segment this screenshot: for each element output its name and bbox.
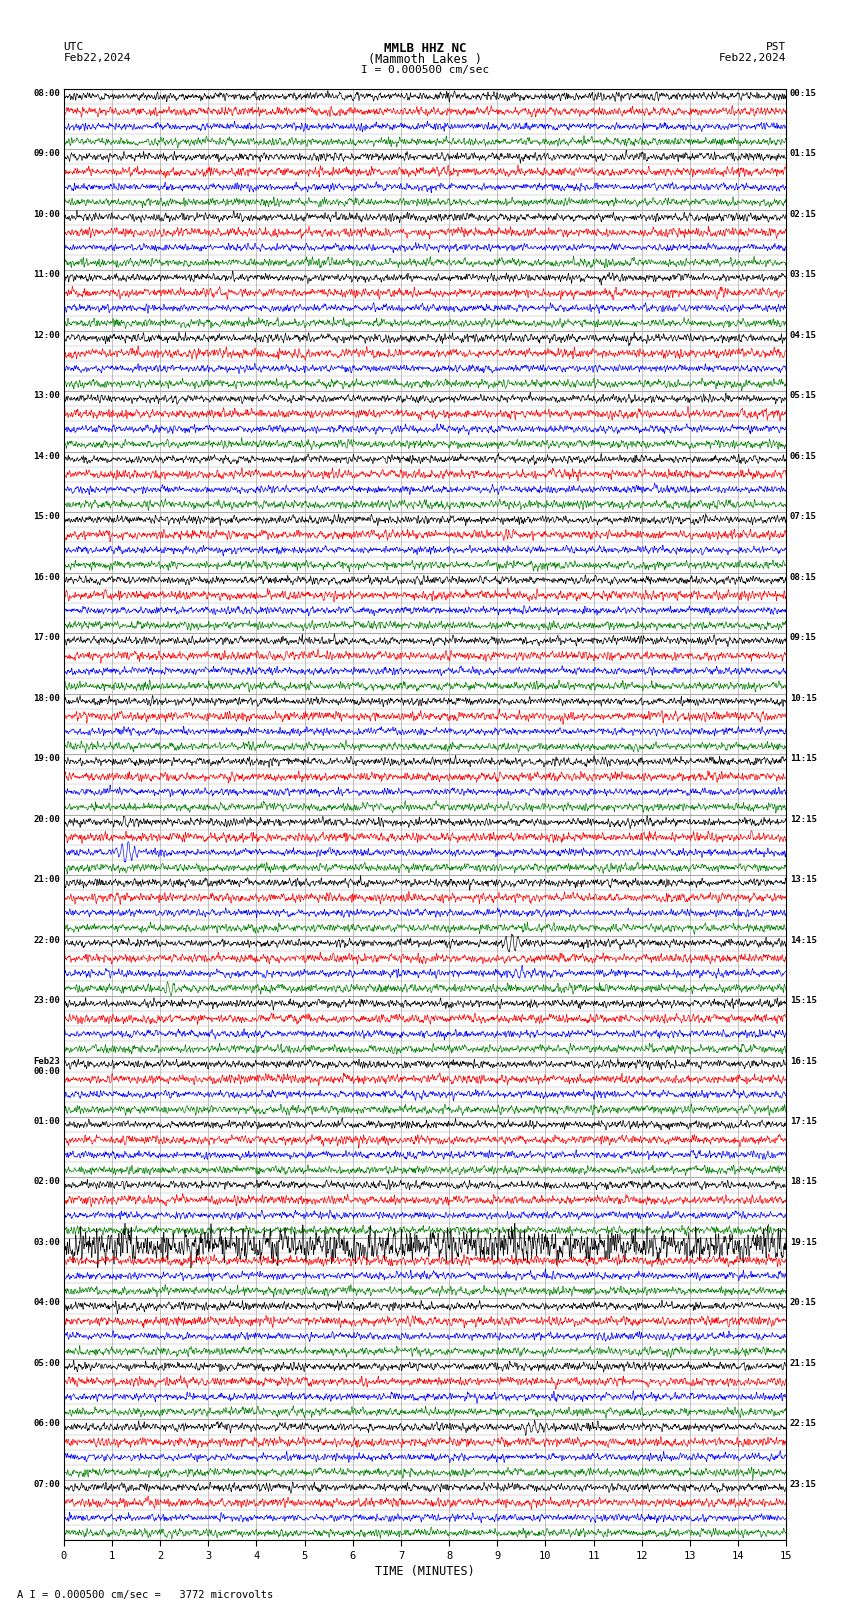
Text: 05:00: 05:00 bbox=[33, 1358, 60, 1368]
X-axis label: TIME (MINUTES): TIME (MINUTES) bbox=[375, 1565, 475, 1578]
Text: 22:15: 22:15 bbox=[790, 1419, 817, 1429]
Text: 03:15: 03:15 bbox=[790, 271, 817, 279]
Text: MMLB HHZ NC: MMLB HHZ NC bbox=[383, 42, 467, 55]
Text: 07:15: 07:15 bbox=[790, 513, 817, 521]
Text: 03:00: 03:00 bbox=[33, 1239, 60, 1247]
Text: 20:15: 20:15 bbox=[790, 1298, 817, 1308]
Text: 10:15: 10:15 bbox=[790, 694, 817, 703]
Text: 13:15: 13:15 bbox=[790, 876, 817, 884]
Text: 00:15: 00:15 bbox=[790, 89, 817, 98]
Text: 18:00: 18:00 bbox=[33, 694, 60, 703]
Text: 23:00: 23:00 bbox=[33, 997, 60, 1005]
Text: 14:15: 14:15 bbox=[790, 936, 817, 945]
Text: 12:00: 12:00 bbox=[33, 331, 60, 340]
Text: 17:00: 17:00 bbox=[33, 634, 60, 642]
Text: 01:15: 01:15 bbox=[790, 150, 817, 158]
Text: 21:15: 21:15 bbox=[790, 1358, 817, 1368]
Text: 02:00: 02:00 bbox=[33, 1177, 60, 1187]
Text: 09:15: 09:15 bbox=[790, 634, 817, 642]
Text: 11:15: 11:15 bbox=[790, 755, 817, 763]
Text: 23:15: 23:15 bbox=[790, 1481, 817, 1489]
Text: 17:15: 17:15 bbox=[790, 1118, 817, 1126]
Text: 06:15: 06:15 bbox=[790, 452, 817, 461]
Text: 16:00: 16:00 bbox=[33, 573, 60, 582]
Text: 06:00: 06:00 bbox=[33, 1419, 60, 1429]
Text: 04:00: 04:00 bbox=[33, 1298, 60, 1308]
Text: 11:00: 11:00 bbox=[33, 271, 60, 279]
Text: Feb23
00:00: Feb23 00:00 bbox=[33, 1057, 60, 1076]
Text: 07:00: 07:00 bbox=[33, 1481, 60, 1489]
Text: (Mammoth Lakes ): (Mammoth Lakes ) bbox=[368, 53, 482, 66]
Text: 04:15: 04:15 bbox=[790, 331, 817, 340]
Text: 15:15: 15:15 bbox=[790, 997, 817, 1005]
Text: A I = 0.000500 cm/sec =   3772 microvolts: A I = 0.000500 cm/sec = 3772 microvolts bbox=[17, 1590, 273, 1600]
Text: Feb22,2024: Feb22,2024 bbox=[719, 53, 786, 63]
Text: 19:00: 19:00 bbox=[33, 755, 60, 763]
Text: 02:15: 02:15 bbox=[790, 210, 817, 219]
Text: 13:00: 13:00 bbox=[33, 392, 60, 400]
Text: I = 0.000500 cm/sec: I = 0.000500 cm/sec bbox=[361, 65, 489, 74]
Text: 01:00: 01:00 bbox=[33, 1118, 60, 1126]
Text: 14:00: 14:00 bbox=[33, 452, 60, 461]
Text: 15:00: 15:00 bbox=[33, 513, 60, 521]
Text: 16:15: 16:15 bbox=[790, 1057, 817, 1066]
Text: 10:00: 10:00 bbox=[33, 210, 60, 219]
Text: 09:00: 09:00 bbox=[33, 150, 60, 158]
Text: 19:15: 19:15 bbox=[790, 1239, 817, 1247]
Text: 21:00: 21:00 bbox=[33, 876, 60, 884]
Text: 08:15: 08:15 bbox=[790, 573, 817, 582]
Text: UTC: UTC bbox=[64, 42, 84, 52]
Text: 20:00: 20:00 bbox=[33, 815, 60, 824]
Text: Feb22,2024: Feb22,2024 bbox=[64, 53, 131, 63]
Text: 18:15: 18:15 bbox=[790, 1177, 817, 1187]
Text: PST: PST bbox=[766, 42, 786, 52]
Text: 12:15: 12:15 bbox=[790, 815, 817, 824]
Text: 22:00: 22:00 bbox=[33, 936, 60, 945]
Text: 08:00: 08:00 bbox=[33, 89, 60, 98]
Text: 05:15: 05:15 bbox=[790, 392, 817, 400]
